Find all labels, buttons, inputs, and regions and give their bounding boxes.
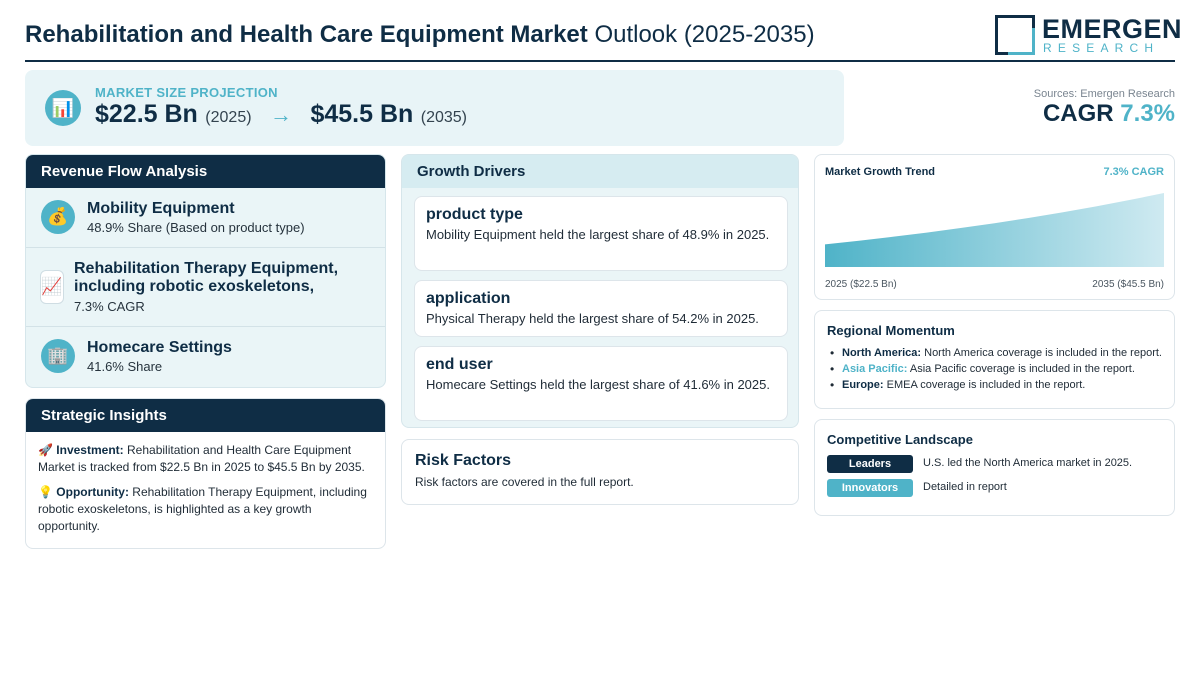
risk-title: Risk Factors	[415, 452, 512, 469]
sources-text: Sources: Emergen Research	[1033, 88, 1175, 100]
driver-text: Homecare Settings held the largest share…	[426, 377, 770, 392]
innovators-row: Innovators Detailed in report	[827, 479, 1162, 503]
driver-card-end-user[interactable]: end user Homecare Settings held the larg…	[414, 346, 788, 421]
region-name: Europe:	[842, 379, 884, 391]
growth-area-chart	[825, 193, 1164, 267]
cagr-display: CAGR 7.3%	[1043, 100, 1175, 128]
rocket-icon: 🚀	[38, 443, 53, 457]
risk-text: Risk factors are covered in the full rep…	[415, 475, 634, 489]
opportunity-insight: 💡 Opportunity: Rehabilitation Therapy Eq…	[38, 484, 373, 535]
lightbulb-icon: 💡	[38, 485, 53, 499]
revenue-item-name: Homecare Settings	[87, 339, 232, 356]
opportunity-label: Opportunity:	[56, 485, 129, 499]
building-icon: 🏢	[41, 339, 75, 373]
regional-title: Regional Momentum	[827, 323, 955, 338]
market-growth-trend-panel: Market Growth Trend 7.3% CAGR 2025 ($22.…	[814, 154, 1175, 300]
innovators-badge[interactable]: Innovators	[827, 479, 913, 497]
innovators-text: Detailed in report	[923, 481, 1007, 493]
trend-cagr: 7.3% CAGR	[1103, 166, 1164, 178]
investment-insight: 🚀 Investment: Rehabilitation and Health …	[38, 442, 373, 476]
emergen-logo[interactable]: EMERGEN RESEARCH	[995, 14, 1182, 56]
revenue-item-mobility[interactable]: 💰 Mobility Equipment 48.9% Share (Based …	[26, 188, 385, 248]
leaders-badge[interactable]: Leaders	[827, 455, 913, 473]
trend-start-label: 2025 ($22.5 Bn)	[825, 279, 897, 290]
region-text: North America coverage is included in th…	[924, 347, 1162, 359]
growth-drivers-panel: Growth Drivers product type Mobility Equ…	[401, 154, 799, 428]
growth-area	[825, 193, 1164, 267]
investment-label: Investment:	[56, 443, 124, 457]
trend-end-label: 2035 ($45.5 Bn)	[1092, 279, 1164, 290]
region-text: EMEA coverage is included in the report.	[886, 379, 1086, 391]
end-year: (2035)	[420, 109, 467, 126]
cagr-value: 7.3%	[1120, 100, 1175, 127]
page-title: Rehabilitation and Health Care Equipment…	[25, 21, 815, 49]
regional-momentum-panel: Regional Momentum North America: North A…	[814, 310, 1175, 409]
strategic-insights-panel: Strategic Insights 🚀 Investment: Rehabil…	[25, 398, 386, 549]
driver-text: Mobility Equipment held the largest shar…	[426, 227, 770, 242]
region-name: Asia Pacific:	[842, 363, 908, 375]
logo-name: EMERGEN	[1042, 14, 1183, 44]
revenue-item-homecare[interactable]: 🏢 Homecare Settings 41.6% Share	[26, 327, 385, 387]
regional-list: North America: North America coverage is…	[827, 346, 1162, 392]
revenue-item-rehab-therapy[interactable]: 📈 Rehabilitation Therapy Equipment, incl…	[26, 248, 385, 327]
risk-factors-panel: Risk Factors Risk factors are covered in…	[401, 439, 799, 505]
trend-up-icon: 📈	[40, 270, 64, 304]
revenue-flow-title: Revenue Flow Analysis	[26, 155, 385, 188]
growth-drivers-title: Growth Drivers	[402, 155, 798, 188]
region-item-europe: Europe: EMEA coverage is included in the…	[827, 378, 1162, 392]
region-name: North America:	[842, 347, 922, 359]
driver-title: end user	[426, 356, 493, 373]
end-value: $45.5 Bn	[310, 100, 414, 128]
driver-text: Physical Therapy held the largest share …	[426, 311, 759, 326]
region-item-asia-pacific: Asia Pacific: Asia Pacific coverage is i…	[827, 362, 1162, 376]
competitive-title: Competitive Landscape	[827, 432, 973, 447]
driver-title: application	[426, 290, 511, 307]
logo-mark-icon	[995, 15, 1035, 55]
bar-chart-icon: 📊	[45, 90, 81, 126]
logo-sub: RESEARCH	[1043, 41, 1160, 55]
page-title-bold: Rehabilitation and Health Care Equipment…	[25, 21, 588, 48]
start-year: (2025)	[205, 109, 252, 126]
investment-text: Rehabilitation and Health Care Equipment…	[38, 443, 365, 474]
revenue-item-name: Rehabilitation Therapy Equipment, includ…	[74, 260, 339, 295]
strategic-insights-title: Strategic Insights	[26, 399, 385, 432]
trend-title: Market Growth Trend	[825, 166, 936, 178]
revenue-flow-panel: Revenue Flow Analysis 💰 Mobility Equipme…	[25, 154, 386, 388]
revenue-item-name: Mobility Equipment	[87, 200, 235, 217]
revenue-item-sub: 48.9% Share (Based on product type)	[87, 220, 305, 235]
money-bag-icon: 💰	[41, 200, 75, 234]
competitive-landscape-panel: Competitive Landscape Leaders U.S. led t…	[814, 419, 1175, 516]
strategic-insights-body: 🚀 Investment: Rehabilitation and Health …	[26, 432, 385, 548]
market-size-panel: 📊 MARKET SIZE PROJECTION $22.5 Bn (2025)…	[25, 70, 844, 146]
start-value: $22.5 Bn	[95, 100, 198, 128]
cagr-label: CAGR	[1042, 100, 1114, 127]
market-size-values: $22.5 Bn (2025) → $45.5 Bn (2035)	[95, 100, 467, 129]
revenue-item-sub: 7.3% CAGR	[74, 299, 145, 314]
arrow-right-icon: →	[270, 102, 292, 127]
leaders-text: U.S. led the North America market in 202…	[923, 457, 1133, 469]
page-header: Rehabilitation and Health Care Equipment…	[25, 12, 1182, 62]
market-size-label: MARKET SIZE PROJECTION	[95, 85, 278, 100]
driver-card-application[interactable]: application Physical Therapy held the la…	[414, 280, 788, 337]
driver-title: product type	[426, 206, 523, 223]
driver-card-product-type[interactable]: product type Mobility Equipment held the…	[414, 196, 788, 271]
region-text: Asia Pacific coverage is included in the…	[909, 363, 1135, 375]
region-item-north-america: North America: North America coverage is…	[827, 346, 1162, 360]
leaders-row: Leaders U.S. led the North America marke…	[827, 455, 1162, 479]
page-title-light: Outlook (2025-2035)	[594, 21, 815, 48]
revenue-item-sub: 41.6% Share	[87, 359, 163, 374]
opportunity-text: Rehabilitation Therapy Equipment, includ…	[38, 485, 367, 533]
